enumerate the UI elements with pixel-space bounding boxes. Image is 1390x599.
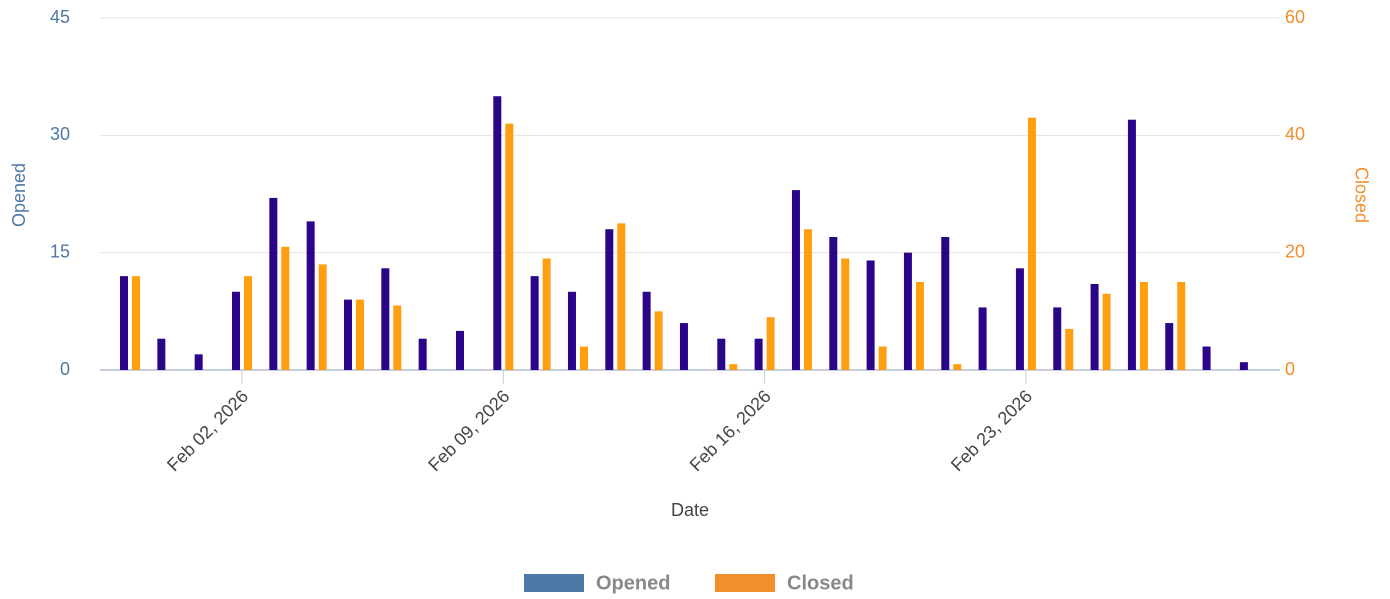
bar	[318, 264, 327, 370]
bar	[679, 323, 688, 370]
bar	[567, 291, 576, 370]
y2-tick-label: 40	[1285, 124, 1305, 144]
bar	[978, 307, 987, 370]
bar	[729, 364, 738, 370]
bar	[754, 338, 763, 370]
bar	[505, 123, 514, 370]
bar	[493, 96, 502, 370]
bar	[232, 291, 240, 370]
bar	[244, 276, 252, 370]
bar	[829, 237, 838, 370]
bar	[355, 299, 364, 370]
bar	[605, 229, 614, 370]
legend-swatch	[524, 574, 584, 592]
bar	[306, 221, 315, 370]
bar	[878, 346, 887, 370]
x-tick-label: Feb 09, 2026	[424, 386, 513, 475]
bar	[194, 354, 203, 370]
x-tick-label: Feb 23, 2026	[947, 386, 1036, 475]
legend-label: Opened	[596, 572, 670, 594]
x-tick-label: Feb 16, 2026	[686, 386, 775, 475]
bar	[455, 330, 464, 370]
bar	[542, 258, 551, 370]
bar	[1053, 307, 1062, 370]
x-tick-label: Feb 02, 2026	[163, 386, 252, 475]
y2-tick-label: 0	[1285, 359, 1295, 379]
bar	[1090, 283, 1099, 370]
bar	[915, 282, 924, 370]
bar	[866, 260, 875, 370]
bar	[1102, 293, 1111, 370]
bar	[791, 190, 800, 370]
bar	[841, 258, 850, 370]
y-tick-label: 0	[60, 359, 70, 379]
y-tick-label: 45	[50, 7, 70, 27]
bar	[1139, 282, 1148, 370]
bar	[120, 276, 129, 370]
bar	[617, 223, 626, 370]
bar	[281, 246, 290, 370]
bar	[1027, 117, 1036, 370]
y2-tick-label: 20	[1285, 241, 1305, 261]
bar	[642, 291, 651, 370]
legend-swatch	[715, 574, 775, 592]
y-tick-label: 30	[50, 124, 70, 144]
bar	[941, 237, 950, 370]
y2-tick-label: 60	[1285, 7, 1305, 27]
bar	[157, 338, 166, 370]
bar	[803, 229, 812, 370]
y-tick-label: 15	[50, 241, 70, 261]
bar	[418, 338, 427, 370]
bar	[654, 311, 663, 370]
bar	[717, 338, 726, 370]
bar	[579, 346, 588, 370]
bar	[903, 252, 912, 370]
legend-label: Closed	[787, 572, 854, 594]
bar	[393, 305, 402, 370]
bar	[766, 317, 775, 370]
bar	[1127, 119, 1136, 370]
x-axis-title: Date	[671, 500, 709, 520]
y2-axis-title: Closed	[1351, 167, 1371, 223]
bar	[343, 299, 352, 370]
bar	[1177, 282, 1186, 370]
bar	[1239, 362, 1248, 370]
bar	[1202, 346, 1211, 370]
bar	[1065, 328, 1074, 370]
y-axis-title: Opened	[9, 163, 29, 227]
bar	[1015, 268, 1024, 370]
bar	[269, 197, 278, 370]
bar	[381, 268, 390, 370]
bar	[953, 364, 962, 370]
bar	[530, 276, 539, 370]
bar	[1165, 323, 1174, 370]
bar	[132, 276, 141, 370]
